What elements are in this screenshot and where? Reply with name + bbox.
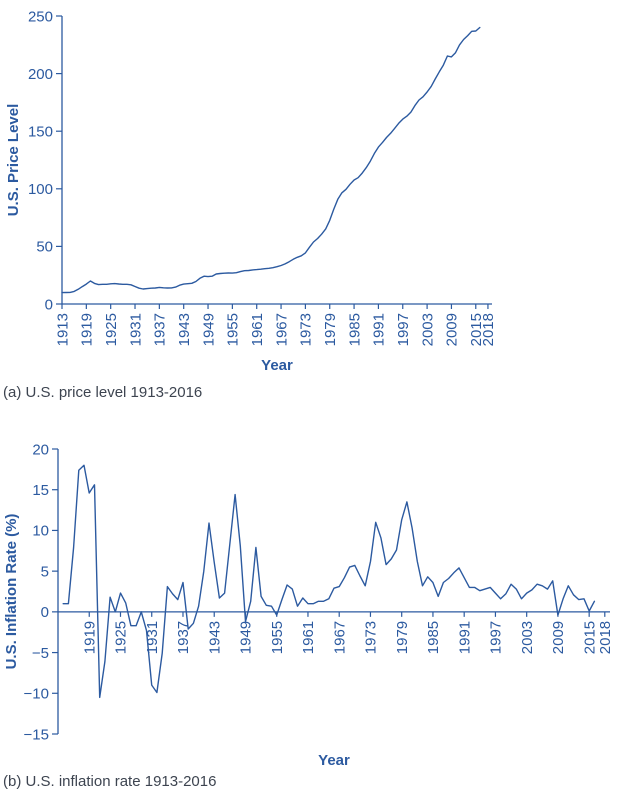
x-tick-label: 1925 — [103, 313, 120, 346]
x-tick-label: 1913 — [54, 313, 71, 346]
x-tick-label: 1985 — [425, 621, 442, 654]
caption-b: (b) U.S. inflation rate 1913-2016 — [3, 773, 217, 790]
x-tick-label: 2015 — [468, 313, 485, 346]
y-tick-label: 10 — [32, 523, 49, 540]
y-tick-label: 100 — [28, 181, 53, 198]
x-tick-label: 1979 — [394, 621, 411, 654]
x-tick-label: 1943 — [176, 313, 193, 346]
x-axis-title: Year — [318, 752, 350, 769]
y-tick-label: 15 — [32, 482, 49, 499]
x-tick-label: 1961 — [300, 621, 317, 654]
x-tick-label: 1967 — [331, 621, 348, 654]
x-tick-label: 1961 — [249, 313, 266, 346]
page: 0 50 100 150 200 250 1913 1919 1925 1931 1937 1943 1… — [0, 6, 635, 790]
x-tick-label: 1973 — [363, 621, 380, 654]
y-tick-label: −10 — [24, 686, 49, 703]
y-axis-title: U.S. Inflation Rate (%) — [3, 514, 20, 670]
figure-inflation-rate: −15 −10 −5 0 5 10 15 20 1919 1925 1931 1937 1943 1949… — [0, 435, 635, 790]
x-tick-label: 1985 — [346, 313, 363, 346]
x-tick-label: 1949 — [200, 313, 217, 346]
y-tick-label: 0 — [41, 604, 49, 621]
x-tick-label: 1997 — [488, 621, 505, 654]
y-tick-label: 0 — [45, 296, 53, 313]
x-tick-label: 1997 — [395, 313, 412, 346]
x-tick-label: 1937 — [152, 313, 169, 346]
y-tick-label: 200 — [28, 66, 53, 83]
y-tick-label: −5 — [32, 645, 49, 662]
x-tick-label: 1979 — [322, 313, 339, 346]
x-tick-label: 1937 — [175, 621, 192, 654]
x-tick-label: 2018 — [597, 621, 614, 654]
x-tick-label: 1955 — [225, 313, 242, 346]
x-tick-label: 1919 — [79, 313, 96, 346]
y-tick-label: 150 — [28, 123, 53, 140]
y-tick-label: 250 — [28, 8, 53, 25]
x-tick-label: 2003 — [419, 313, 436, 346]
x-tick-label: 1967 — [273, 313, 290, 346]
inflation-rate-line — [62, 464, 596, 699]
x-tick-label: 1955 — [269, 621, 286, 654]
y-tick-label: 20 — [32, 441, 49, 458]
figure-price-level: 0 50 100 150 200 250 1913 1919 1925 1931 1937 1943 1… — [0, 6, 635, 401]
x-tick-label: 2015 — [581, 621, 598, 654]
y-tick-label: 50 — [36, 239, 53, 256]
x-tick-label: 2009 — [444, 313, 461, 346]
x-tick-label: 2003 — [519, 621, 536, 654]
x-tick-label: 1919 — [81, 621, 98, 654]
x-tick-label: 2018 — [480, 313, 497, 346]
x-tick-label: 1943 — [206, 621, 223, 654]
y-tick-label: 5 — [41, 563, 49, 580]
y-tick-label: −15 — [24, 726, 49, 743]
x-tick-label: 1949 — [238, 621, 255, 654]
x-axis-title: Year — [261, 357, 293, 374]
price-level-chart: 0 50 100 150 200 250 1913 1919 1925 1931 1937 1943 1… — [5, 8, 497, 374]
price-level-line — [61, 26, 481, 294]
y-axis-title: U.S. Price Level — [5, 104, 22, 217]
x-tick-label: 1925 — [113, 621, 130, 654]
x-tick-label: 1973 — [298, 313, 315, 346]
x-tick-label: 2009 — [550, 621, 567, 654]
x-tick-label: 1991 — [371, 313, 388, 346]
caption-a: (a) U.S. price level 1913-2016 — [3, 384, 203, 401]
x-tick-label: 1931 — [127, 313, 144, 346]
x-tick-label: 1991 — [456, 621, 473, 654]
